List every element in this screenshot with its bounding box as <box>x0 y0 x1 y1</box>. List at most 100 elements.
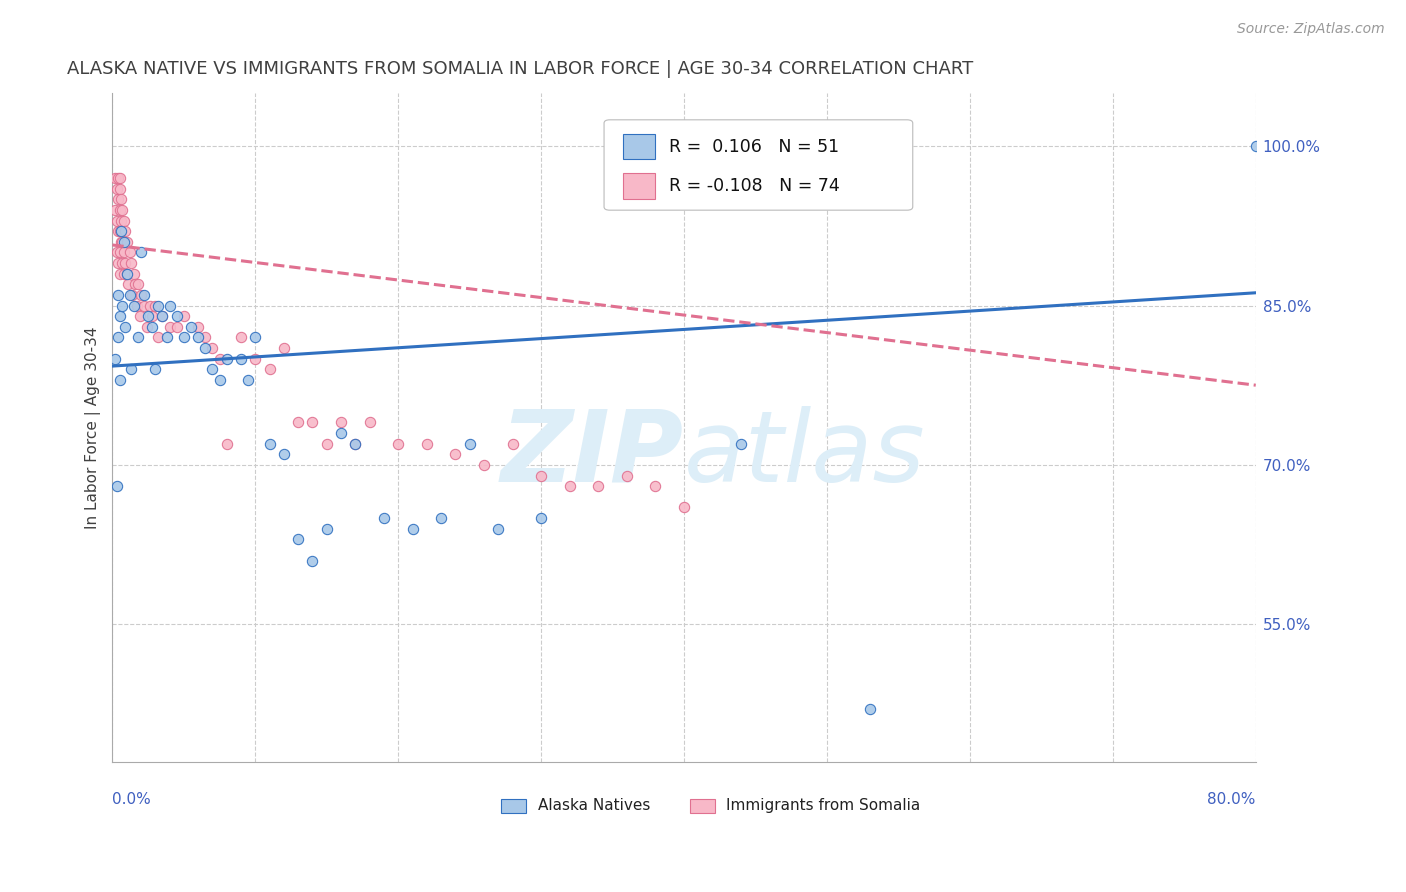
Point <box>859 702 882 716</box>
Point <box>112 235 135 249</box>
Text: ZIP: ZIP <box>501 406 685 503</box>
Point <box>238 373 260 387</box>
FancyBboxPatch shape <box>605 120 912 211</box>
Point <box>530 468 553 483</box>
Point <box>122 267 145 281</box>
Point <box>730 436 752 450</box>
Point <box>159 319 181 334</box>
Point <box>173 309 195 323</box>
Point <box>110 192 132 206</box>
Point <box>127 277 149 292</box>
Point <box>108 171 131 186</box>
Point <box>152 309 174 323</box>
Point <box>105 245 128 260</box>
Point <box>111 256 134 270</box>
Point <box>146 330 169 344</box>
Point <box>112 267 135 281</box>
Point <box>229 330 252 344</box>
Point <box>229 351 252 366</box>
Point <box>245 351 267 366</box>
Point <box>111 299 134 313</box>
Point <box>115 235 138 249</box>
FancyBboxPatch shape <box>623 173 655 199</box>
Text: Source: ZipAtlas.com: Source: ZipAtlas.com <box>1237 22 1385 37</box>
Point <box>138 299 160 313</box>
Point <box>330 416 353 430</box>
Text: 0.0%: 0.0% <box>112 792 152 807</box>
Point <box>118 245 141 260</box>
Point <box>245 330 267 344</box>
FancyBboxPatch shape <box>623 134 655 160</box>
Point <box>110 224 132 238</box>
Point <box>121 288 143 302</box>
Point <box>120 362 142 376</box>
Text: Immigrants from Somalia: Immigrants from Somalia <box>727 798 921 814</box>
Point <box>187 330 209 344</box>
Point <box>124 277 146 292</box>
Point <box>194 341 217 355</box>
Point <box>107 224 129 238</box>
Point <box>287 533 309 547</box>
Point <box>114 319 136 334</box>
Point <box>472 458 495 472</box>
Point <box>132 288 155 302</box>
Point <box>173 330 195 344</box>
Point <box>344 436 367 450</box>
Point <box>259 362 281 376</box>
Point <box>616 468 638 483</box>
Point <box>159 299 181 313</box>
Point <box>117 277 139 292</box>
Point <box>208 351 231 366</box>
Point <box>104 171 127 186</box>
Point <box>152 309 174 323</box>
Point <box>129 245 152 260</box>
Point <box>166 319 188 334</box>
Point <box>359 416 381 430</box>
Point <box>259 436 281 450</box>
Point <box>315 436 337 450</box>
Point <box>108 245 131 260</box>
Point <box>141 309 163 323</box>
Point <box>201 341 224 355</box>
Text: 80.0%: 80.0% <box>1208 792 1256 807</box>
Point <box>111 235 134 249</box>
FancyBboxPatch shape <box>690 798 716 814</box>
Point <box>108 373 131 387</box>
Point <box>108 309 131 323</box>
Point <box>315 522 337 536</box>
Point <box>104 351 127 366</box>
Point <box>330 425 353 440</box>
Point <box>644 479 666 493</box>
Point <box>128 309 150 323</box>
Point <box>141 319 163 334</box>
Point <box>111 202 134 217</box>
Point <box>118 288 141 302</box>
Point <box>201 362 224 376</box>
Point <box>105 213 128 227</box>
Point <box>273 447 295 461</box>
Point <box>110 235 132 249</box>
Point <box>156 330 179 344</box>
Point <box>105 182 128 196</box>
Point <box>444 447 467 461</box>
Point <box>143 362 166 376</box>
Point <box>301 553 323 567</box>
Point <box>673 500 696 515</box>
Point <box>125 299 148 313</box>
Point <box>105 479 128 493</box>
Point <box>486 522 509 536</box>
Point <box>502 436 524 450</box>
Point <box>129 288 152 302</box>
Point <box>114 224 136 238</box>
Point <box>187 319 209 334</box>
Point <box>401 522 423 536</box>
Text: R = -0.108   N = 74: R = -0.108 N = 74 <box>669 177 839 195</box>
Point <box>208 373 231 387</box>
Point <box>135 319 157 334</box>
Point <box>373 511 395 525</box>
Point <box>458 436 481 450</box>
Point <box>194 330 217 344</box>
Point <box>1244 139 1267 153</box>
Point <box>107 192 129 206</box>
Point <box>108 182 131 196</box>
